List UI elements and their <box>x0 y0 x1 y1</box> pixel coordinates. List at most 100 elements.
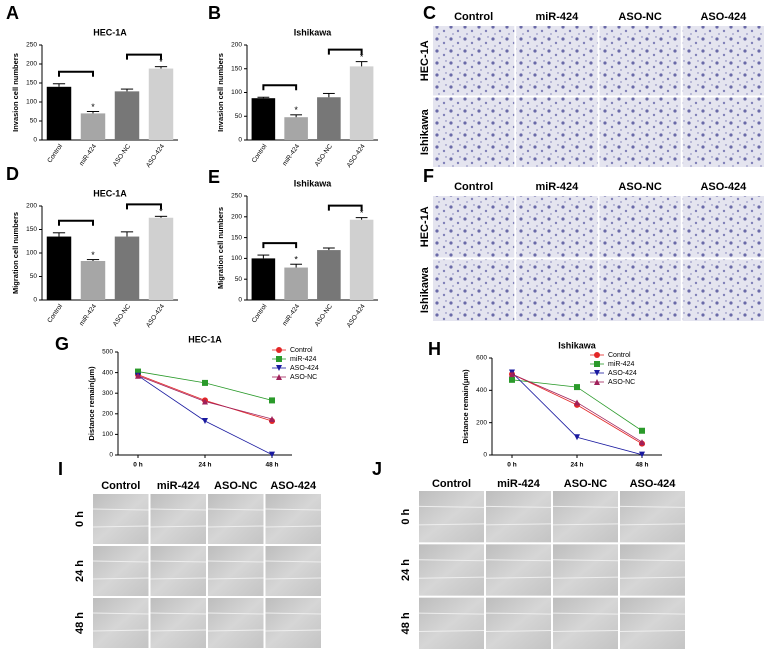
panel-label: A <box>6 3 19 23</box>
wound-edge <box>485 612 552 615</box>
micrograph <box>620 597 685 649</box>
wound-edge <box>92 577 149 580</box>
micrograph <box>208 494 264 544</box>
wound-edge <box>485 576 552 579</box>
comparison-bracket <box>262 84 298 91</box>
wound-edge <box>265 508 322 511</box>
point <box>509 371 515 378</box>
bar <box>46 236 72 300</box>
significance-mark: * <box>294 255 298 265</box>
column-header: Control <box>454 181 493 193</box>
y-tick-label: 200 <box>102 411 113 418</box>
micrograph <box>93 494 149 544</box>
micrograph <box>516 259 598 321</box>
y-tick-label: 400 <box>476 387 487 394</box>
point <box>202 398 208 405</box>
micrograph <box>419 491 484 543</box>
y-tick-label: 500 <box>102 349 113 356</box>
x-tick-label: ASO-424 <box>346 303 367 329</box>
point <box>509 376 515 383</box>
x-tick-label: 48 h <box>635 462 648 469</box>
panel-label: D <box>6 164 19 184</box>
wound-edge <box>265 560 322 563</box>
micrograph <box>150 494 206 544</box>
wound-edge <box>150 612 207 615</box>
micrograph <box>150 598 206 648</box>
wound-edge <box>207 577 264 580</box>
y-tick-label: 100 <box>231 255 242 262</box>
wound-edge <box>418 523 485 526</box>
micrograph <box>516 26 598 96</box>
chart-title: Ishikawa <box>294 27 333 37</box>
panel-label: B <box>208 3 221 23</box>
wound-edge <box>619 630 686 633</box>
column-header: miR-424 <box>535 181 579 193</box>
wound-edge <box>619 505 686 508</box>
micrograph <box>486 491 551 543</box>
legend-marker <box>276 374 282 380</box>
micrograph <box>682 26 764 96</box>
wound-edge <box>552 630 619 633</box>
y-axis-label: Invasion cell numbers <box>216 53 225 132</box>
wound-edge <box>265 525 322 528</box>
y-tick-label: 50 <box>30 273 38 280</box>
x-tick-label: 24 h <box>570 462 583 469</box>
legend-label: miR-424 <box>290 356 317 363</box>
micrograph <box>93 598 149 648</box>
wound-edge <box>619 612 686 615</box>
point <box>269 397 275 404</box>
y-axis-label: Invasion cell numbers <box>11 53 20 132</box>
y-tick-label: 150 <box>231 65 242 72</box>
wound-edge <box>207 612 264 615</box>
legend-marker <box>594 370 600 376</box>
x-tick-label: Control <box>46 303 64 325</box>
micrograph <box>150 546 206 596</box>
y-tick-label: 50 <box>30 118 38 125</box>
wound-edge <box>418 505 485 508</box>
y-tick-label: 0 <box>109 452 113 459</box>
y-tick-label: 100 <box>26 99 37 106</box>
row-label: HEC-1A <box>419 206 431 247</box>
panel-label: H <box>428 339 441 359</box>
micrograph <box>265 546 321 596</box>
column-header: ASO-NC <box>564 478 607 490</box>
micrograph <box>682 196 764 258</box>
micrograph <box>208 598 264 648</box>
legend-marker <box>276 365 282 371</box>
y-tick-label: 250 <box>26 42 37 49</box>
row-label: Ishikawa <box>419 266 431 313</box>
x-tick-label: ASO-424 <box>145 303 166 329</box>
bar <box>284 117 308 140</box>
comparison-bracket <box>327 48 363 55</box>
x-tick-label: ASO-NC <box>314 143 334 168</box>
bar <box>46 86 72 140</box>
wound-edge <box>150 508 207 511</box>
wound-edge <box>92 508 149 511</box>
y-axis-label: Distance remain(μm) <box>461 369 470 444</box>
y-axis-label: Migration cell numbers <box>11 212 20 294</box>
wound-edge <box>552 576 619 579</box>
micrograph <box>682 97 764 167</box>
wound-edge <box>485 559 552 562</box>
y-tick-label: 0 <box>238 137 242 144</box>
column-header: ASO-NC <box>618 181 661 193</box>
y-tick-label: 100 <box>231 89 242 96</box>
micrograph <box>553 491 618 543</box>
y-tick-label: 50 <box>235 276 243 283</box>
point <box>574 399 580 406</box>
significance-mark: * <box>159 57 163 67</box>
legend-label: Control <box>608 352 631 359</box>
bar <box>114 236 140 300</box>
micrograph <box>486 544 551 596</box>
x-tick-label: ASO-424 <box>346 143 367 169</box>
micrograph <box>433 26 515 96</box>
wound-edge <box>92 612 149 615</box>
y-tick-label: 300 <box>102 390 113 397</box>
bar <box>251 98 276 140</box>
x-tick-label: ASO-NC <box>112 303 132 328</box>
y-tick-label: 150 <box>26 226 37 233</box>
row-label: 48 h <box>74 612 86 634</box>
legend-marker <box>276 356 282 362</box>
row-label: HEC-1A <box>419 40 431 81</box>
